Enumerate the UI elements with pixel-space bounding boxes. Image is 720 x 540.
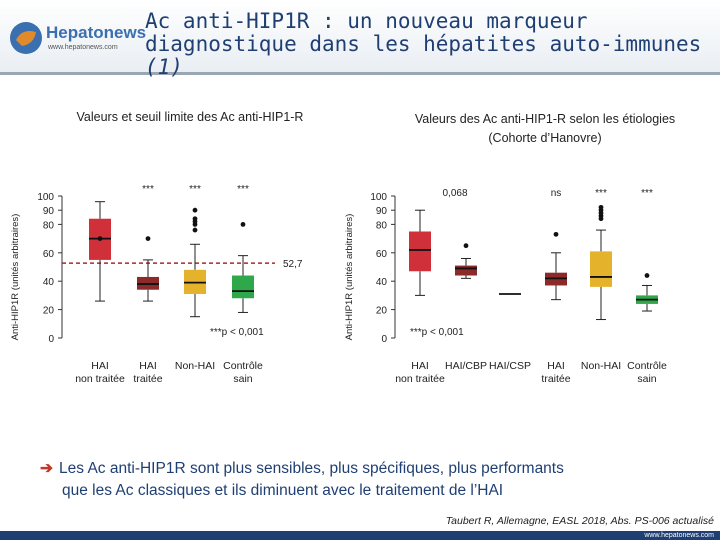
outlier-point: [192, 227, 198, 233]
category-label-line-2: non traitée: [75, 373, 125, 385]
outlier-point: [192, 216, 198, 222]
category-label: HAI: [139, 360, 157, 372]
threshold-label: 52,7: [283, 259, 303, 270]
outlier-point: [553, 231, 559, 237]
boxplot-charts: 0 20 40 60 80 90 100 Anti-HIP1R (unités arbitra…: [10, 184, 667, 385]
y-tick-label: 60: [376, 249, 388, 260]
y-tick-label: 80: [43, 220, 55, 231]
page-title: Ac anti-HIP1R : un nouveau marqueur diag…: [145, 10, 715, 79]
category-label: Contrôle: [627, 360, 667, 372]
category-label: Non-HAI: [581, 360, 621, 372]
outlier-point: [240, 222, 246, 227]
outlier-point: [145, 236, 151, 242]
category-label-line-2: sain: [637, 373, 656, 385]
significance-label: ns: [551, 188, 562, 199]
significance-label: ***: [641, 188, 653, 199]
conclusion-line-1: ➔ Les Ac anti-HIP1R sont plus sensibles, …: [40, 458, 710, 480]
box: [232, 275, 254, 299]
category-label-line-2: non traitée: [395, 373, 445, 385]
y-axis-label: Anti-HIP1R (unités arbitraires): [10, 214, 21, 341]
y-tick-label: 40: [43, 277, 55, 288]
y-tick-label: 90: [376, 206, 388, 217]
y-tick-label: 80: [376, 220, 388, 231]
conclusion: ➔ Les Ac anti-HIP1R sont plus sensibles, …: [40, 458, 710, 502]
y-tick-label: 60: [43, 249, 55, 260]
category-label: HAI: [547, 360, 565, 372]
category-label: Contrôle: [223, 360, 263, 372]
outlier-point: [644, 273, 650, 278]
liver-logo-icon: [10, 22, 42, 54]
title-reference: (1): [145, 55, 183, 79]
outlier-point: [463, 243, 469, 249]
y-tick-label: 100: [37, 192, 54, 203]
y-tick-label: 20: [43, 306, 55, 317]
category-label-line-2: sain: [233, 373, 252, 385]
category-label: HAI/CSP: [489, 360, 531, 372]
right-chart-title: Valeurs des Ac anti-HIP1-R selon les éti…: [375, 110, 715, 148]
outlier-point: [192, 207, 198, 213]
conclusion-text-1: Les Ac anti-HIP1R sont plus sensibles, p…: [59, 460, 564, 477]
right-chart-title-line-1: Valeurs des Ac anti-HIP1-R selon les éti…: [414, 112, 676, 126]
category-label-line-2: traitée: [541, 373, 570, 385]
box: [409, 231, 431, 272]
category-label: HAI: [411, 360, 429, 372]
y-tick-label: 20: [376, 306, 388, 317]
outlier-point: [97, 236, 103, 242]
logo-url: www.hepatonews.com: [48, 44, 118, 51]
y-tick-label: 90: [43, 206, 55, 217]
significance-label: ***: [189, 184, 201, 195]
citation: Taubert R, Allemagne, EASL 2018, Abs. PS…: [445, 515, 714, 527]
title-line-2-text: diagnostique dans les hépatites auto-imm…: [145, 32, 702, 56]
title-line-2: diagnostique dans les hépatites auto-imm…: [145, 33, 715, 79]
category-label-line-2: traitée: [133, 373, 162, 385]
box: [590, 251, 612, 287]
header-divider: [0, 72, 720, 75]
y-tick-label: 40: [376, 277, 388, 288]
y-axis-label: Anti-HIP1R (unités arbitraires): [344, 214, 355, 341]
pvalue-note: ***p < 0,001: [410, 327, 464, 338]
y-tick-label: 0: [381, 334, 387, 345]
significance-label: 0,068: [442, 188, 467, 199]
left-chart-title: Valeurs et seuil limite des Ac anti-HIP1…: [76, 110, 304, 124]
hepatonews-logo: Hepatonews www.hepatonews.com: [8, 20, 146, 60]
header-bar: [0, 0, 720, 72]
significance-label: ***: [142, 184, 154, 195]
right-chart-title-line-2: (Cohorte d’Hanovre): [488, 131, 602, 145]
footer-url: www.hepatonews.com: [644, 532, 714, 539]
y-tick-label: 0: [48, 334, 54, 345]
y-tick-label: 100: [370, 192, 387, 203]
conclusion-text-2: que les Ac classiques et ils diminuent a…: [62, 482, 504, 499]
pvalue-note: ***p < 0,001: [210, 327, 264, 338]
outlier-point: [598, 204, 604, 210]
logo-name: Hepatonews: [46, 23, 147, 42]
title-line-1: Ac anti-HIP1R : un nouveau marqueur: [145, 9, 588, 33]
significance-label: ***: [595, 188, 607, 199]
category-label: Non-HAI: [175, 360, 215, 372]
box: [455, 265, 477, 276]
category-label: HAI/CBP: [445, 360, 487, 372]
significance-label: ***: [237, 184, 249, 195]
arrow-right-icon: ➔: [40, 460, 53, 477]
footer-bar: [0, 531, 720, 540]
category-label: HAI: [91, 360, 109, 372]
